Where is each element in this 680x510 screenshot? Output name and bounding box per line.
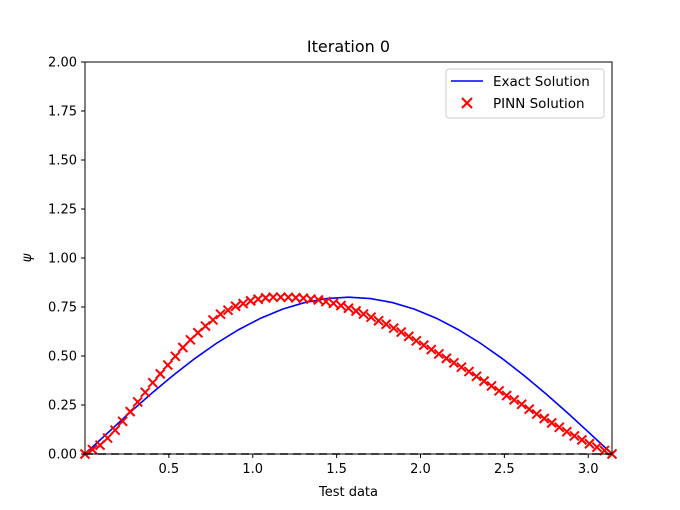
pinn-solution-marker (237, 298, 249, 309)
y-tick-label: 0.50 (48, 350, 77, 365)
legend-box (445, 68, 605, 119)
pinn-solution-marker (207, 314, 219, 326)
pinn-solution-marker (328, 298, 339, 309)
y-tick-label: 1.25 (48, 203, 77, 218)
pinn-solution-marker (343, 303, 354, 314)
pinn-solution-marker (102, 432, 113, 444)
pinn-solution-marker (215, 308, 226, 320)
pinn-solution-marker (478, 375, 490, 387)
pinn-solution-marker (222, 304, 234, 316)
y-axis: 0.00 0.25 0.50 0.75 1.00 1.25 1.50 1.75 2.00 (48, 56, 85, 463)
pinn-solution-marker (523, 403, 535, 415)
pinn-solution-marker (350, 305, 362, 317)
pinn-solution-marker (365, 312, 377, 323)
y-tick-label: 1.75 (48, 105, 77, 120)
pinn-solution-marker (486, 380, 497, 392)
pinn-solution-marker (569, 430, 580, 442)
pinn-solution-marker (132, 396, 143, 408)
pinn-solution-marker (380, 319, 392, 330)
pinn-solution-marker (388, 322, 399, 334)
pinn-solution-marker (395, 326, 407, 338)
pinn-solution-marker (493, 385, 505, 397)
x-axis-label: Test data (318, 485, 378, 500)
y-tick-label: 0.00 (48, 448, 77, 463)
pinn-solution-marker (456, 361, 467, 373)
pinn-solution-marker (426, 344, 437, 355)
chart-title: Iteration 0 (307, 37, 390, 56)
pinn-solution-marker (162, 359, 174, 371)
x-tick-label: 0.5 (159, 462, 180, 477)
pinn-solution-marker (140, 387, 151, 398)
x-tick-label: 1.5 (326, 462, 347, 477)
pinn-solution-marker (448, 357, 460, 368)
pinn-solution-marker (147, 377, 158, 388)
pinn-solution-marker (501, 390, 512, 401)
exact-solution-line (84, 296, 613, 455)
pinn-solution-marker (109, 424, 121, 436)
x-tick-label: 2.5 (494, 462, 515, 477)
y-tick-label: 0.75 (48, 301, 77, 316)
pinn-solution-marker (117, 416, 128, 427)
pinn-solution-marker (230, 301, 241, 312)
pinn-solution-marker (441, 353, 452, 364)
plot-area (79, 61, 618, 460)
pinn-solution-marker (516, 399, 527, 410)
y-axis-label: ψ (20, 253, 35, 262)
y-tick-label: 0.25 (48, 399, 77, 414)
pinn-solution-marker (531, 408, 542, 420)
y-tick-label: 2.00 (48, 56, 77, 71)
legend: Exact Solution PINN Solution (445, 68, 605, 119)
pinn-solution-marker (539, 413, 550, 424)
y-tick-label: 1.00 (48, 252, 77, 267)
pinn-solution-marker (433, 348, 445, 360)
pinn-solution-marker (87, 444, 98, 455)
pinn-solution-marker (561, 426, 573, 437)
pinn-solution-marker (508, 394, 520, 406)
x-tick-label: 1.0 (242, 462, 263, 477)
pinn-solution-marker (463, 366, 475, 377)
pinn-solution-marker (554, 422, 565, 433)
pinn-solution-marker (584, 438, 595, 449)
pinn-solution-marker (403, 331, 414, 342)
pinn-solution-marker (177, 342, 189, 353)
y-tick-label: 1.50 (48, 154, 77, 169)
x-tick-label: 3.0 (578, 462, 599, 477)
pinn-solution-marker (155, 368, 166, 380)
pinn-solution-marker (358, 308, 369, 320)
pinn-solution-marker (471, 371, 482, 382)
x-axis: 0.5 1.0 1.5 2.0 2.5 3.0 (159, 454, 599, 477)
pinn-solution-marker (411, 335, 422, 346)
legend-pinn-marker (461, 97, 473, 109)
pinn-solution-marker (335, 300, 347, 311)
x-tick-label: 2.0 (410, 462, 431, 477)
legend-exact-label: Exact Solution (493, 74, 590, 90)
legend-pinn-label: PINN Solution (493, 96, 585, 112)
pinn-solution-marker (591, 441, 603, 453)
pinn-solution-marker (313, 294, 324, 306)
pinn-solution-marker (320, 296, 332, 307)
pinn-solution-marker (418, 339, 429, 351)
pinn-solution-marker (576, 434, 588, 446)
pinn-solution-marker (546, 417, 557, 429)
pinn-solution-marker (170, 351, 181, 362)
pinn-solution-marker (124, 406, 136, 417)
pinn-solution-marker (268, 291, 279, 303)
pinn-solution-marker (245, 295, 256, 307)
pinn-solution-marker (373, 315, 384, 326)
